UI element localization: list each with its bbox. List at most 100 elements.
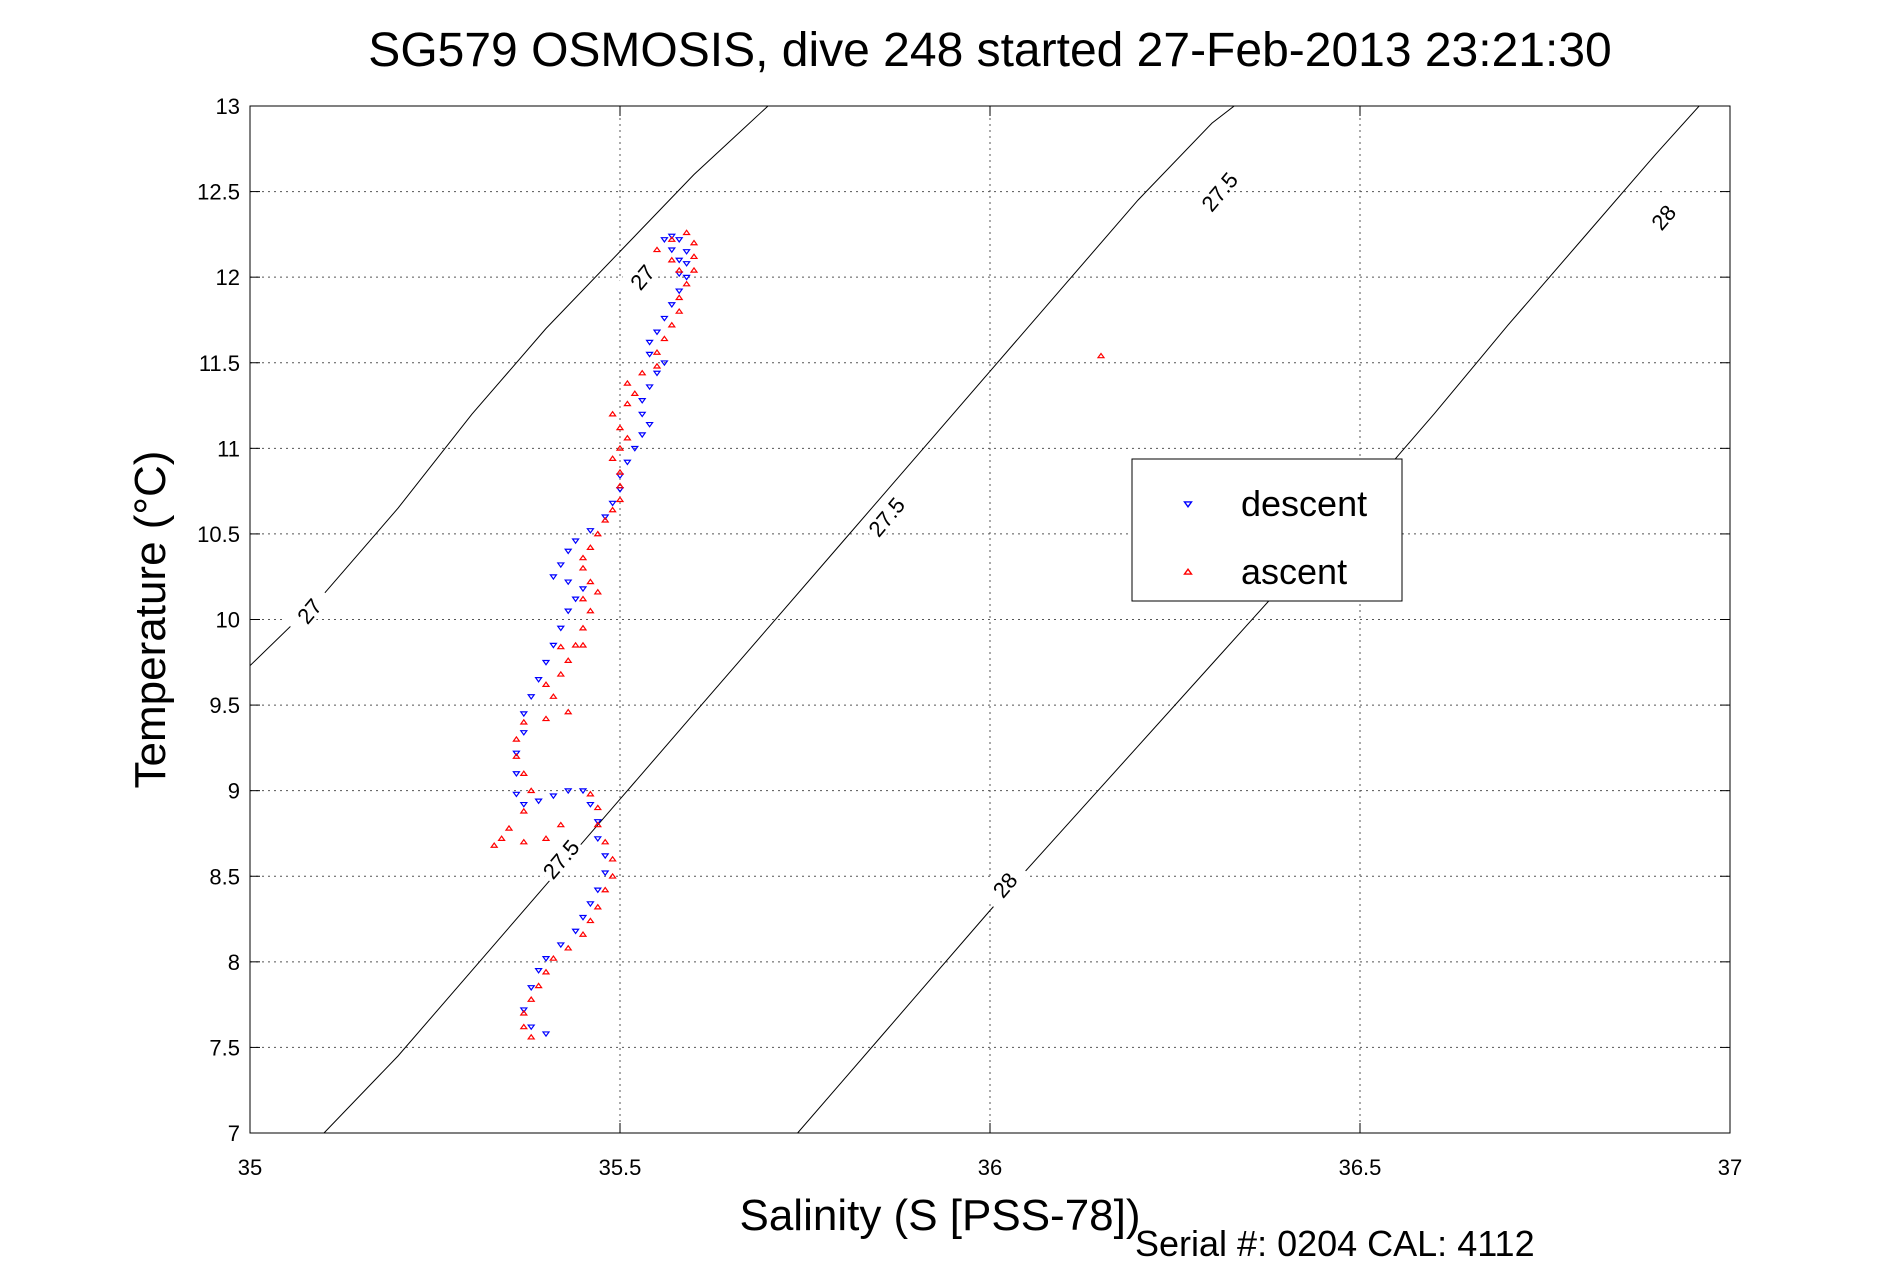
descent-point [571,596,580,603]
descent-point [586,528,595,534]
descent-point [667,302,676,308]
descent-point [682,249,691,255]
ascent-point [689,239,699,246]
descent-point [645,351,654,358]
descent-point [571,538,580,545]
ascent-point [549,954,558,961]
descent-point [527,985,536,991]
descent-point [541,1031,551,1038]
ascent-point [519,1023,528,1030]
ascent-point [512,735,521,742]
descent-point [601,870,610,877]
x-tick-label: 36.5 [1339,1155,1382,1180]
ascent-point [667,236,676,242]
x-tick-label: 37 [1718,1155,1742,1180]
descent-point [682,274,691,281]
ascent-point [689,266,699,273]
x-tick-label: 35.5 [599,1155,642,1180]
ascent-point [519,718,528,725]
ascent-point [490,842,499,848]
ascent-point [564,944,573,951]
legend-box [1131,458,1403,602]
descent-point [593,836,602,843]
ascent-point [527,996,536,1002]
descent-point [549,574,558,581]
y-tick-label: 8.5 [209,864,240,889]
grid [250,106,1730,1133]
serial-cal-footer: Serial #: 0204 CAL: 4112 [1135,1223,1535,1262]
ascent-point [593,588,602,595]
ascent-point [571,641,580,648]
descent-point [519,1007,528,1014]
ascent-point [593,530,602,537]
y-tick-label: 7.5 [209,1035,240,1060]
ascent-point [541,835,551,841]
descent-point [519,711,528,718]
descent-point [601,514,610,521]
ascent-point [608,455,617,462]
ascent-point [519,807,528,814]
descent-point [660,237,669,243]
isopycnal-label: 27.5 [1192,163,1244,218]
ascent-point [504,824,514,831]
descent-point [578,914,588,921]
ascent-point [675,266,684,273]
descent-point [549,642,558,649]
descent-point [571,928,580,935]
legend-label-ascent: ascent [1241,551,1347,592]
isopycnal-label: 28 [977,856,1029,911]
descent-point [541,956,551,962]
ascent-point [578,641,588,648]
descent-point [608,500,617,507]
descent-point [638,411,647,418]
ascent-point [601,886,610,893]
descent-point [519,730,528,736]
ascent-point [549,693,558,699]
isopycnal-line [323,106,1235,1133]
y-tick-label: 10.5 [197,522,240,547]
ascent-point [519,1009,528,1016]
y-axis-label: Temperature (°C) [126,451,175,789]
ascent-point [615,468,625,475]
descent-point [519,801,528,808]
descent-point [601,853,610,860]
y-tick-label: 11.5 [199,351,240,376]
descent-point [645,384,654,391]
isopycnal-label: 27.5 [533,831,585,885]
descent-point [682,261,691,267]
descent-point [675,257,684,264]
ascent-point [630,390,639,396]
x-tick-label: 36 [978,1155,1002,1180]
ascent-point [675,307,684,314]
ascent-point [623,379,632,386]
ascent-point [556,821,565,828]
legend: descent ascent [1131,458,1403,602]
ascent-point [615,444,625,451]
descent-point [638,432,647,439]
descent-point [541,659,551,666]
ascent-point [512,753,521,759]
descent-point [623,459,632,466]
ascent-point [541,715,551,722]
descent-point [667,233,676,240]
ascent-point [615,496,625,503]
descent-point [578,586,588,593]
y-tick-label: 10 [216,608,240,633]
ascent-point [497,835,506,841]
descent-point [645,421,654,428]
ascent-point [586,790,595,797]
ascent-point [675,294,684,301]
descent-point [645,339,654,346]
descent-point [564,608,573,615]
descent-point [556,562,565,569]
ascent-point [689,253,699,260]
ascent-point [586,607,595,614]
descent-point [652,370,662,377]
ascent-point [578,564,588,571]
descent-point [564,548,573,555]
isopycnal-label: 27.5 [859,488,911,543]
descent-point [534,798,543,805]
descent-point [527,694,536,700]
data-points [490,229,1106,1040]
ascent-point [608,855,617,862]
